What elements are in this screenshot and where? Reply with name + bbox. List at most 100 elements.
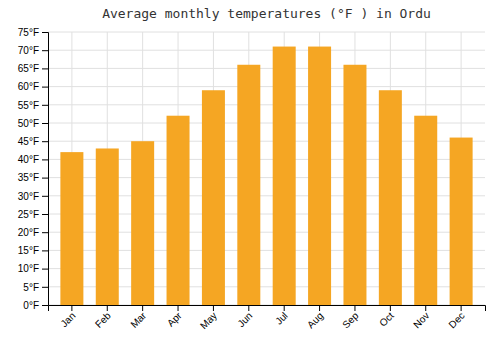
tick: Apr [165, 305, 184, 329]
tick-label: 50°F [18, 118, 39, 129]
tick-label: 55°F [18, 100, 39, 111]
tick: 20°F [18, 227, 48, 238]
bar [131, 141, 154, 305]
tick-mark [42, 305, 48, 306]
tick-label: 20°F [18, 227, 39, 238]
chart: 0°F 5°F 10°F 15°F 20°F 25°F 30°F 35°F 40°F 45°F 50… [0, 0, 500, 350]
tick-mark [42, 105, 48, 106]
tick-mark [213, 305, 214, 311]
tick-label: Jun [235, 310, 254, 329]
bar [308, 47, 331, 305]
tick-mark [319, 305, 320, 311]
tick-mark [42, 32, 48, 33]
tick: 45°F [18, 136, 48, 147]
tick: 60°F [18, 81, 48, 92]
tick-label: Dec [446, 310, 466, 330]
tick-mark [42, 178, 48, 179]
tick-mark [284, 305, 285, 311]
tick-mark [42, 50, 48, 51]
bar [237, 65, 260, 305]
tick-label: Nov [411, 310, 431, 330]
tick: Sep [340, 305, 361, 330]
tick-mark [42, 196, 48, 197]
bar [450, 138, 473, 305]
tick: 50°F [18, 118, 48, 129]
tick: 40°F [18, 154, 48, 165]
x-axis: JanFebMarAprMayJunJulAugSepOctNovDec [49, 305, 486, 331]
tick-mark [42, 123, 48, 124]
tick-mark [42, 232, 48, 233]
bar [414, 116, 437, 305]
tick-mark [71, 305, 72, 311]
grid-line [48, 68, 485, 69]
tick: Jan [58, 305, 77, 329]
tick: 5°F [23, 282, 48, 293]
tick: 0°F [23, 300, 48, 311]
tick-mark [42, 141, 48, 142]
tick-label: 40°F [18, 154, 39, 165]
tick-label: 65°F [18, 63, 39, 74]
tick: 75°F [18, 27, 48, 38]
tick: Dec [446, 305, 466, 330]
tick-mark [42, 214, 48, 215]
tick: Nov [411, 305, 431, 330]
tick-label: 10°F [18, 263, 39, 274]
tick: 15°F [18, 245, 48, 256]
tick-mark [425, 305, 426, 311]
tick-label: 5°F [23, 282, 39, 293]
bar [167, 116, 190, 305]
tick-label: 30°F [18, 191, 39, 202]
tick: Oct [377, 305, 396, 329]
y-axis: 0°F 5°F 10°F 15°F 20°F 25°F 30°F 35°F 40°F 45°F 50… [18, 27, 49, 311]
tick-label: Sep [340, 310, 361, 331]
tick-mark [107, 305, 108, 311]
tick-mark [390, 305, 391, 311]
bar [96, 148, 119, 305]
tick-label: Apr [165, 309, 184, 328]
tick-label: Feb [93, 310, 113, 330]
tick: 65°F [18, 63, 48, 74]
bar [379, 90, 402, 305]
tick: Jul [273, 305, 290, 327]
axis-line [49, 306, 486, 312]
tick-mark [178, 305, 179, 311]
bar [343, 65, 366, 305]
tick: 10°F [18, 263, 48, 274]
tick-mark [42, 68, 48, 69]
tick: 30°F [18, 191, 48, 202]
tick-label: 70°F [18, 45, 39, 56]
bar [202, 90, 225, 305]
tick: Jun [235, 305, 254, 329]
tick: 70°F [18, 45, 48, 56]
title: Average monthly temperatures (°F ) in Or… [102, 6, 431, 21]
tick-mark [461, 305, 462, 311]
grid-line [48, 104, 485, 105]
tick-label: 35°F [18, 172, 39, 183]
tick-label: 15°F [18, 245, 39, 256]
tick: Mar [128, 305, 148, 330]
grid-line [48, 32, 485, 33]
tick-label: 60°F [18, 81, 39, 92]
axis-line [42, 33, 49, 306]
tick-mark [42, 87, 48, 88]
bars [60, 47, 472, 305]
tick-label: 25°F [18, 209, 39, 220]
tick-mark [42, 159, 48, 160]
tick-label: 0°F [23, 300, 39, 311]
grid-line [48, 86, 485, 87]
tick-label: 45°F [18, 136, 39, 147]
tick: 25°F [18, 209, 48, 220]
tick-mark [42, 250, 48, 251]
tick: 55°F [18, 100, 48, 111]
tick: Feb [93, 305, 113, 330]
tick-mark [354, 305, 355, 311]
tick-label: Jul [273, 310, 290, 327]
tick: 35°F [18, 172, 48, 183]
tick-label: Oct [377, 310, 396, 329]
grid-line [48, 50, 485, 51]
grid [48, 32, 485, 305]
tick-label: May [198, 310, 219, 331]
tick-mark [42, 287, 48, 288]
tick-mark [142, 305, 143, 311]
tick-label: 75°F [18, 27, 39, 38]
